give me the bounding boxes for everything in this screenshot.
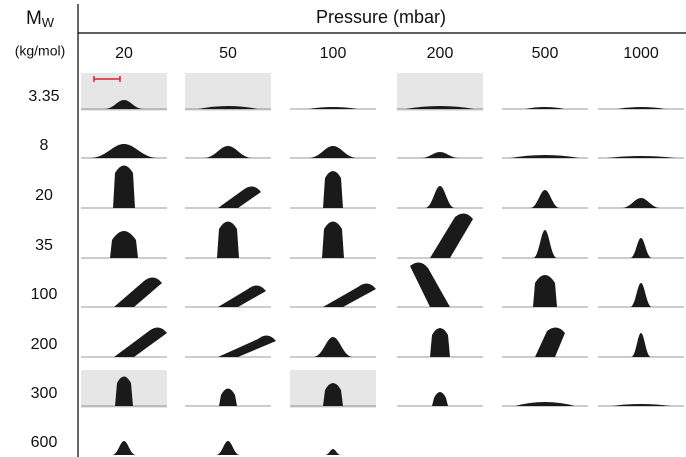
- photo-background: [185, 73, 271, 111]
- row-label: 100: [31, 286, 58, 303]
- column-label: 200: [427, 45, 454, 62]
- row-label: 200: [31, 336, 58, 353]
- droplet-shape: [323, 171, 343, 208]
- column-label: 500: [532, 45, 559, 62]
- droplet-shape: [113, 166, 135, 209]
- column-label: 50: [219, 45, 237, 62]
- column-title: Pressure (mbar): [316, 7, 446, 27]
- photo: [290, 370, 376, 408]
- row-label: 600: [31, 434, 58, 451]
- row-title-subscript: W: [42, 15, 55, 30]
- photo: [81, 370, 167, 408]
- column-label: 100: [320, 45, 347, 62]
- row-label: 35: [35, 237, 53, 254]
- row-title-symbol: M: [26, 8, 42, 29]
- column-label: 1000: [623, 45, 659, 62]
- photo-background: [397, 73, 483, 111]
- photo: [397, 73, 483, 111]
- row-label: 3.35: [28, 88, 59, 105]
- column-label: 20: [115, 45, 133, 62]
- photo: [185, 73, 271, 111]
- row-label: 300: [31, 385, 58, 402]
- row-unit: (kg/mol): [15, 43, 66, 59]
- row-label: 20: [35, 187, 53, 204]
- row-label: 8: [40, 137, 49, 154]
- figure: MW (kg/mol) Pressure (mbar) 20 50 100 200 50…: [0, 0, 686, 457]
